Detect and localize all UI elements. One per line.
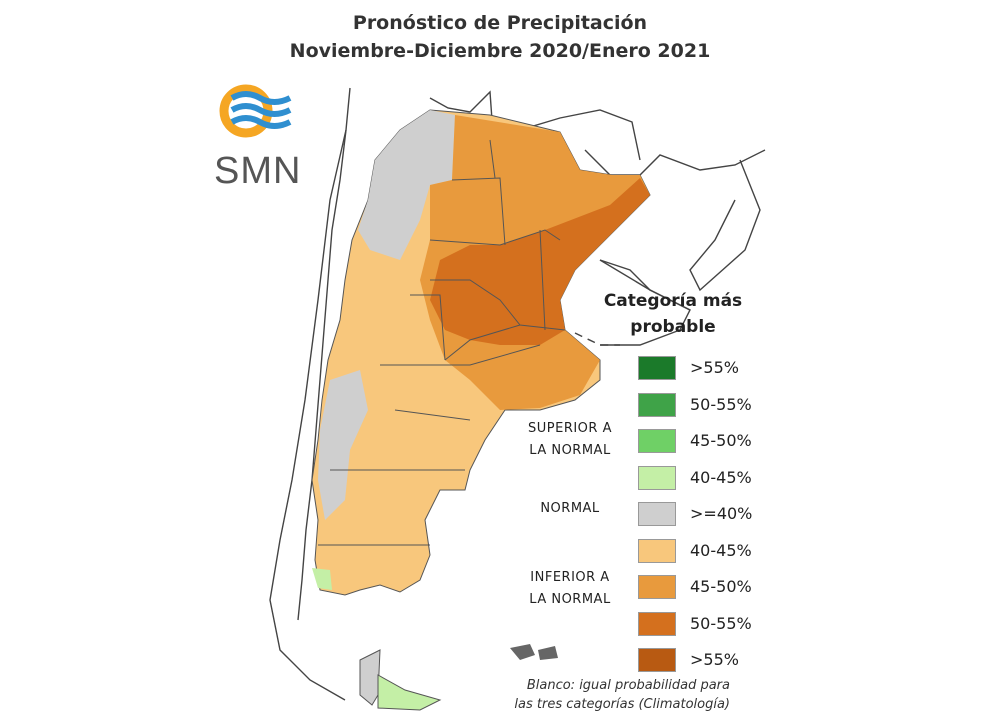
legend-title-line1: Categoría más	[603, 291, 743, 311]
legend-label-5: 40-45%	[690, 541, 752, 560]
legend-title: Categoría más probable	[598, 288, 748, 340]
legend-label-1: 50-55%	[690, 395, 752, 414]
legend-label-2: 45-50%	[690, 431, 752, 450]
legend-label-4: >=40%	[690, 504, 753, 523]
tierra-del-fuego	[359, 649, 442, 711]
legend-note-line1: Blanco: igual probabilidad para	[526, 678, 730, 693]
legend-group-normal-line1: NORMAL	[540, 501, 600, 516]
legend-swatch-0	[638, 356, 676, 380]
legend-swatch-6	[638, 575, 676, 599]
legend-swatch-4	[638, 502, 676, 526]
legend-swatch-8	[638, 648, 676, 672]
chile-coastline	[269, 129, 347, 701]
smn-logo-icon	[219, 84, 292, 138]
malvinas-islands	[510, 644, 558, 660]
legend-swatch-1	[638, 393, 676, 417]
legend-title-line2: probable	[630, 317, 716, 337]
legend-label-0: >55%	[690, 358, 739, 377]
legend-label-3: 40-45%	[690, 468, 752, 487]
legend-group-superior-line2: LA NORMAL	[529, 443, 611, 458]
legend-swatch-3	[638, 466, 676, 490]
uruguay-border	[599, 259, 691, 346]
legend-group-superior: SUPERIOR A LA NORMAL	[520, 418, 620, 462]
map-title-line1: Pronóstico de Precipitación	[352, 12, 648, 34]
legend-group-inferior-line2: LA NORMAL	[529, 592, 611, 607]
legend-group-inferior-line1: INFERIOR A	[530, 570, 610, 585]
map-title-line2: Noviembre-Diciembre 2020/Enero 2021	[289, 40, 711, 62]
legend-swatch-7	[638, 612, 676, 636]
legend-label-6: 45-50%	[690, 577, 752, 596]
legend-swatch-5	[638, 539, 676, 563]
legend-note: Blanco: igual probabilidad para las tres…	[470, 676, 730, 714]
legend-swatch-2	[638, 429, 676, 453]
legend-group-superior-line1: SUPERIOR A	[528, 421, 612, 436]
legend-label-7: 50-55%	[690, 614, 752, 633]
legend-note-line2: las tres categorías (Climatología)	[514, 697, 730, 712]
legend-group-normal: NORMAL	[520, 498, 620, 520]
legend-label-8: >55%	[690, 650, 739, 669]
argentina-land	[311, 109, 651, 596]
smn-logo-text: SMN	[214, 150, 302, 192]
legend-group-inferior: INFERIOR A LA NORMAL	[520, 567, 620, 611]
